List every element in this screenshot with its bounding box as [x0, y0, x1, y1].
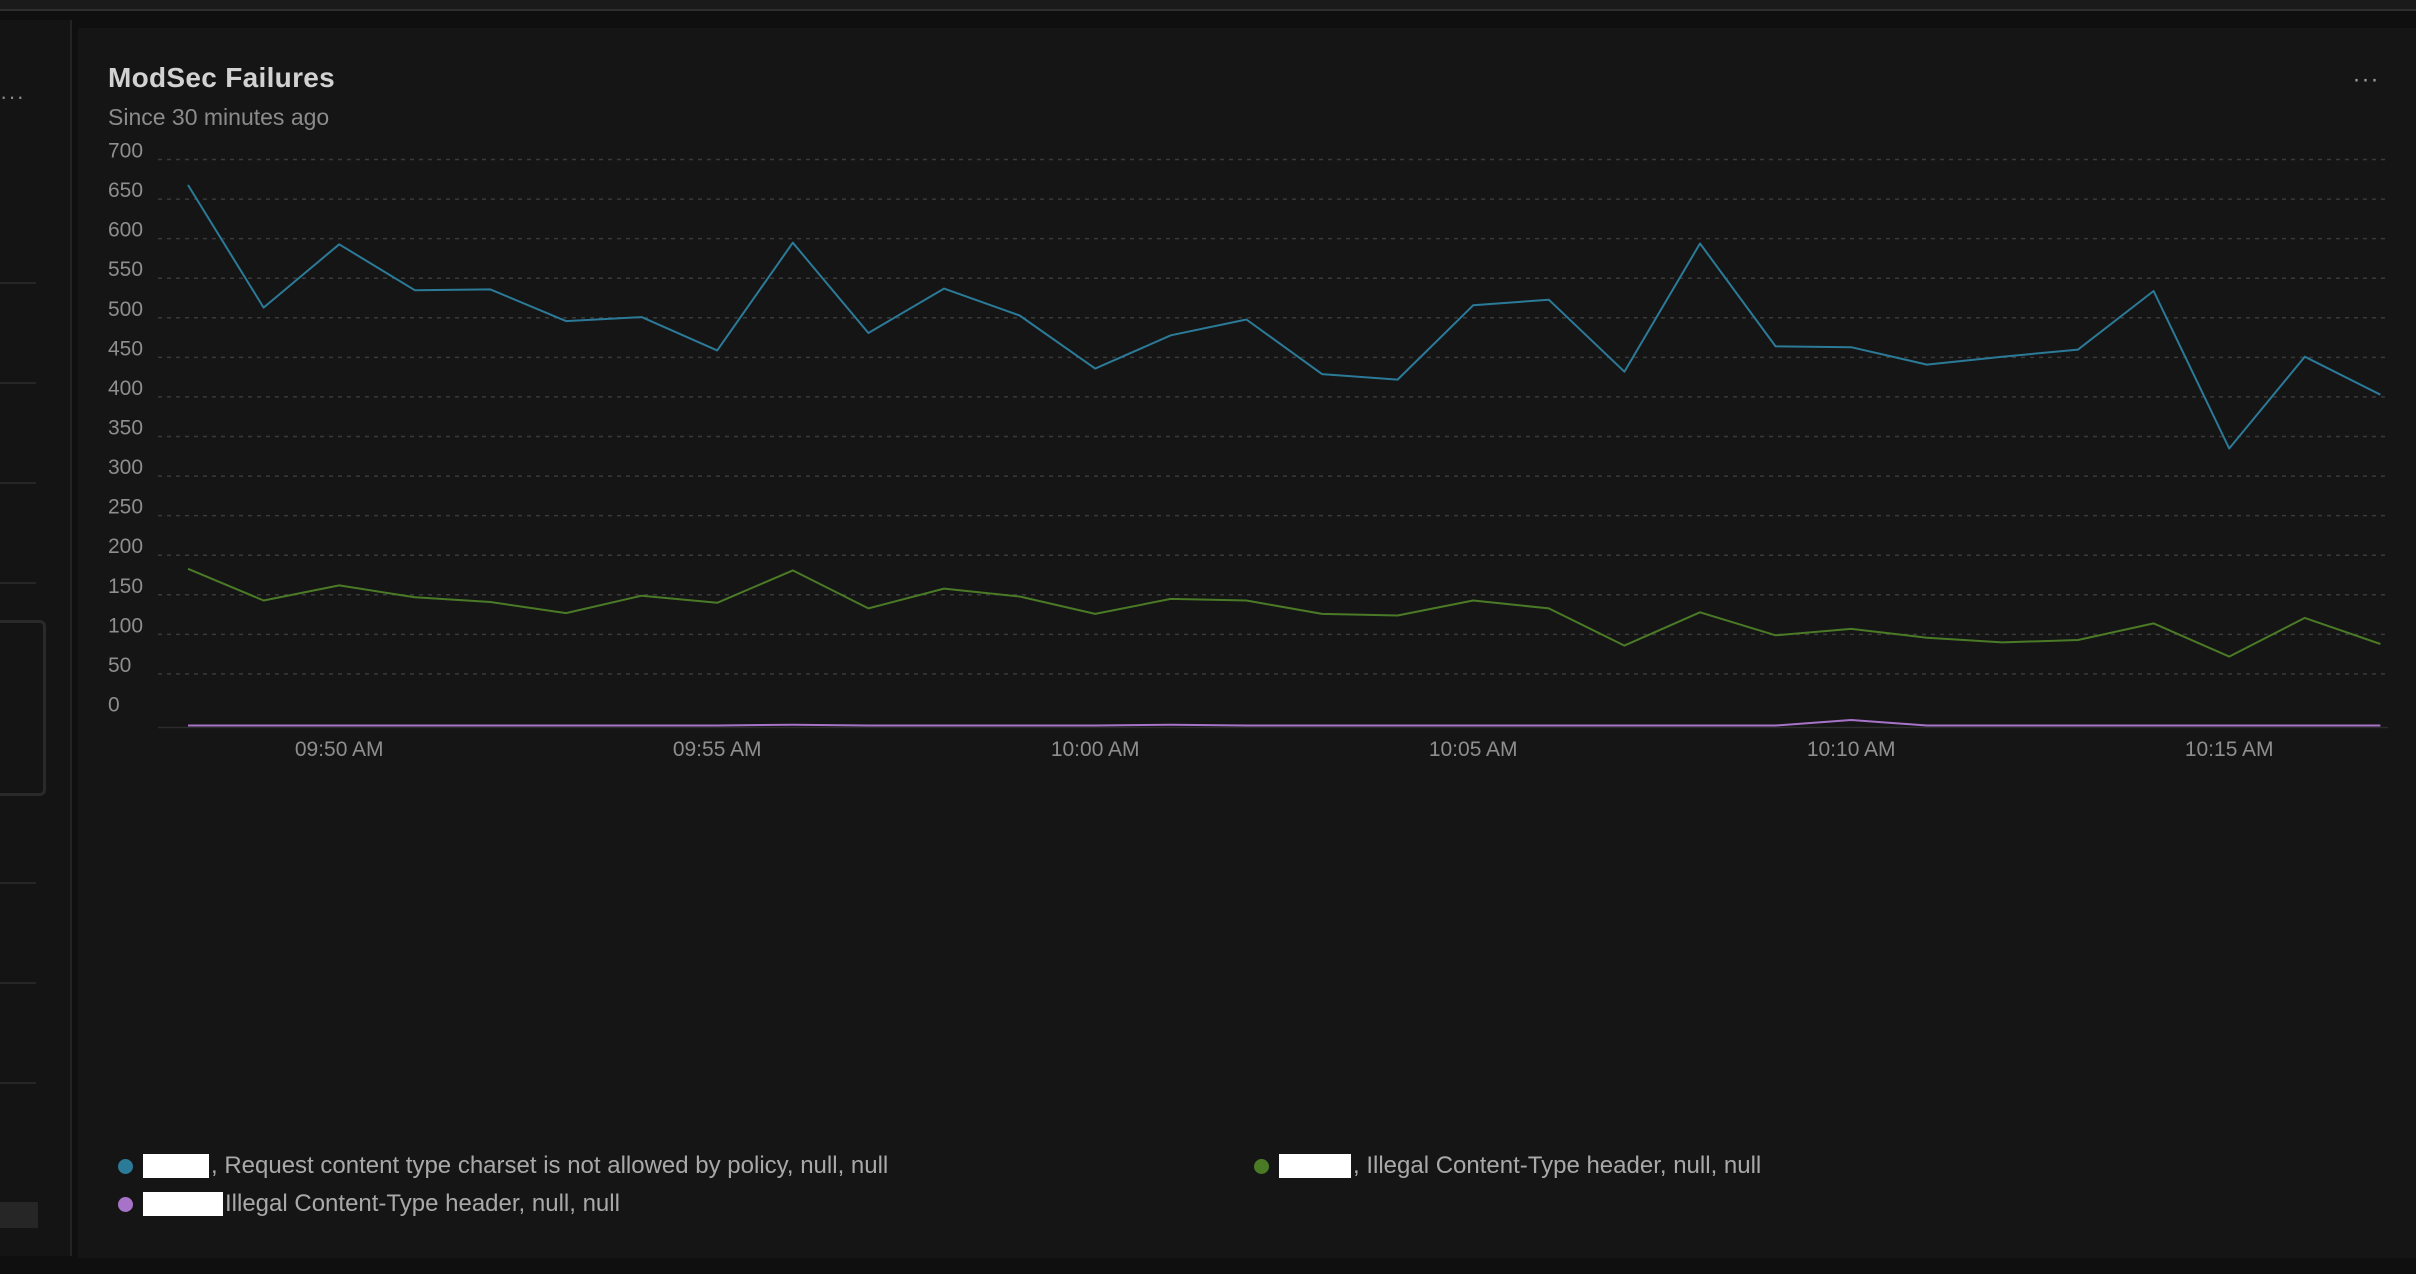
- adjacent-widget-divider: [0, 382, 36, 384]
- series-lines: [187, 184, 2381, 727]
- legend-swatch: [1254, 1158, 1269, 1174]
- top-strip: [0, 0, 2416, 11]
- y-tick-label: 500: [108, 298, 143, 321]
- adjacent-widget-bar: [0, 1202, 38, 1228]
- legend-label: Illegal Content-Type header, null, null: [225, 1190, 620, 1217]
- adjacent-widget-divider: [0, 282, 36, 284]
- line-chart: 0 50 100 150 200 250 300 350 400 450 500 550 600 650 7…: [108, 140, 2388, 761]
- x-tick-label: 10:10 AM: [1807, 738, 1896, 761]
- y-tick-label: 350: [108, 417, 143, 440]
- series-line-2: [187, 567, 2381, 658]
- widget-subtitle: Since 30 minutes ago: [108, 104, 330, 130]
- adjacent-widget-box: [0, 620, 46, 796]
- gridlines: [158, 158, 2388, 729]
- y-tick-label: 600: [108, 219, 143, 242]
- adjacent-widget-divider: [0, 1082, 36, 1084]
- widget-title: ModSec Failures: [108, 62, 336, 93]
- y-tick-label: 250: [108, 496, 143, 519]
- adjacent-widget-edge: ···: [0, 20, 72, 1256]
- y-tick-label: 550: [108, 258, 143, 281]
- series-line-3: [188, 719, 2381, 727]
- y-tick-label: 650: [108, 179, 143, 202]
- y-tick-label: 100: [108, 614, 143, 637]
- legend-swatch: [118, 1196, 133, 1212]
- widget-menu-button[interactable]: ···: [2352, 66, 2380, 93]
- x-tick-label: 09:55 AM: [673, 738, 762, 761]
- legend-swatch: [118, 1158, 133, 1174]
- redacted-label: [1279, 1154, 1351, 1178]
- x-tick-label: 10:15 AM: [2185, 738, 2274, 761]
- redacted-label: [143, 1154, 209, 1178]
- legend-label: , Illegal Content-Type header, null, nul…: [1353, 1152, 1762, 1179]
- adjacent-widget-divider: [0, 882, 36, 884]
- x-tick-label: 10:00 AM: [1051, 738, 1140, 761]
- adjacent-widget-divider: [0, 482, 36, 484]
- adjacent-widget-menu-icon[interactable]: ···: [0, 84, 25, 109]
- y-tick-label: 450: [108, 337, 143, 360]
- legend-item-series-3[interactable]: Illegal Content-Type header, null, null: [118, 1190, 620, 1218]
- redacted-label: [143, 1192, 223, 1216]
- chart-widget: ModSec Failures Since 30 minutes ago ···…: [78, 28, 2416, 1258]
- legend-label: , Request content type charset is not al…: [211, 1152, 889, 1179]
- y-tick-label: 200: [108, 535, 143, 558]
- y-tick-label: 700: [108, 140, 143, 163]
- chart-legend: , Request content type charset is not al…: [118, 1152, 2398, 1232]
- adjacent-widget-divider: [0, 582, 36, 584]
- x-axis-ticks: 09:50 AM 09:55 AM 10:00 AM 10:05 AM 10:10 AM…: [295, 738, 2274, 761]
- legend-item-series-2[interactable]: , Illegal Content-Type header, null, nul…: [1254, 1152, 1761, 1180]
- y-tick-label: 400: [108, 377, 143, 400]
- y-tick-label: 0: [108, 694, 120, 717]
- y-tick-label: 300: [108, 456, 143, 479]
- series-line-1: [187, 184, 2381, 450]
- x-tick-label: 09:50 AM: [295, 738, 384, 761]
- y-axis-ticks: 0 50 100 150 200 250 300 350 400 450 500 550 600 650 7…: [108, 140, 143, 717]
- y-tick-label: 150: [108, 575, 143, 598]
- y-tick-label: 50: [108, 654, 131, 677]
- x-tick-label: 10:05 AM: [1429, 738, 1518, 761]
- adjacent-widget-divider: [0, 982, 36, 984]
- legend-item-series-1[interactable]: , Request content type charset is not al…: [118, 1152, 888, 1180]
